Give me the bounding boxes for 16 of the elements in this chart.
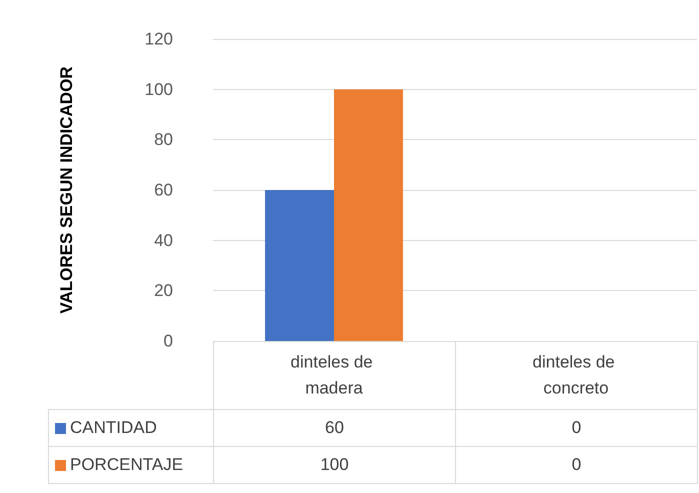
legend-label: CANTIDAD xyxy=(70,418,157,438)
data-label: 0 xyxy=(455,409,698,447)
legend-label: PORCENTAJE xyxy=(70,455,184,475)
y-tick-label: 40 xyxy=(154,230,173,250)
y-tick-label: 100 xyxy=(144,80,173,99)
data-label: 60 xyxy=(213,409,456,447)
x-tick-label: dinteles de madera xyxy=(290,352,378,398)
y-tick-label: 80 xyxy=(154,130,173,150)
y-tick-label: 20 xyxy=(154,281,173,300)
y-axis-title: VALORES SEGUN INDICADOR xyxy=(57,66,76,314)
y-tick-label: 60 xyxy=(154,180,173,200)
data-label: 0 xyxy=(455,446,698,484)
x-tick-label: dinteles de concreto xyxy=(532,352,620,398)
y-tick-label: 0 xyxy=(164,332,173,350)
y-tick-label: 120 xyxy=(144,30,173,48)
data-label: 100 xyxy=(213,446,456,484)
